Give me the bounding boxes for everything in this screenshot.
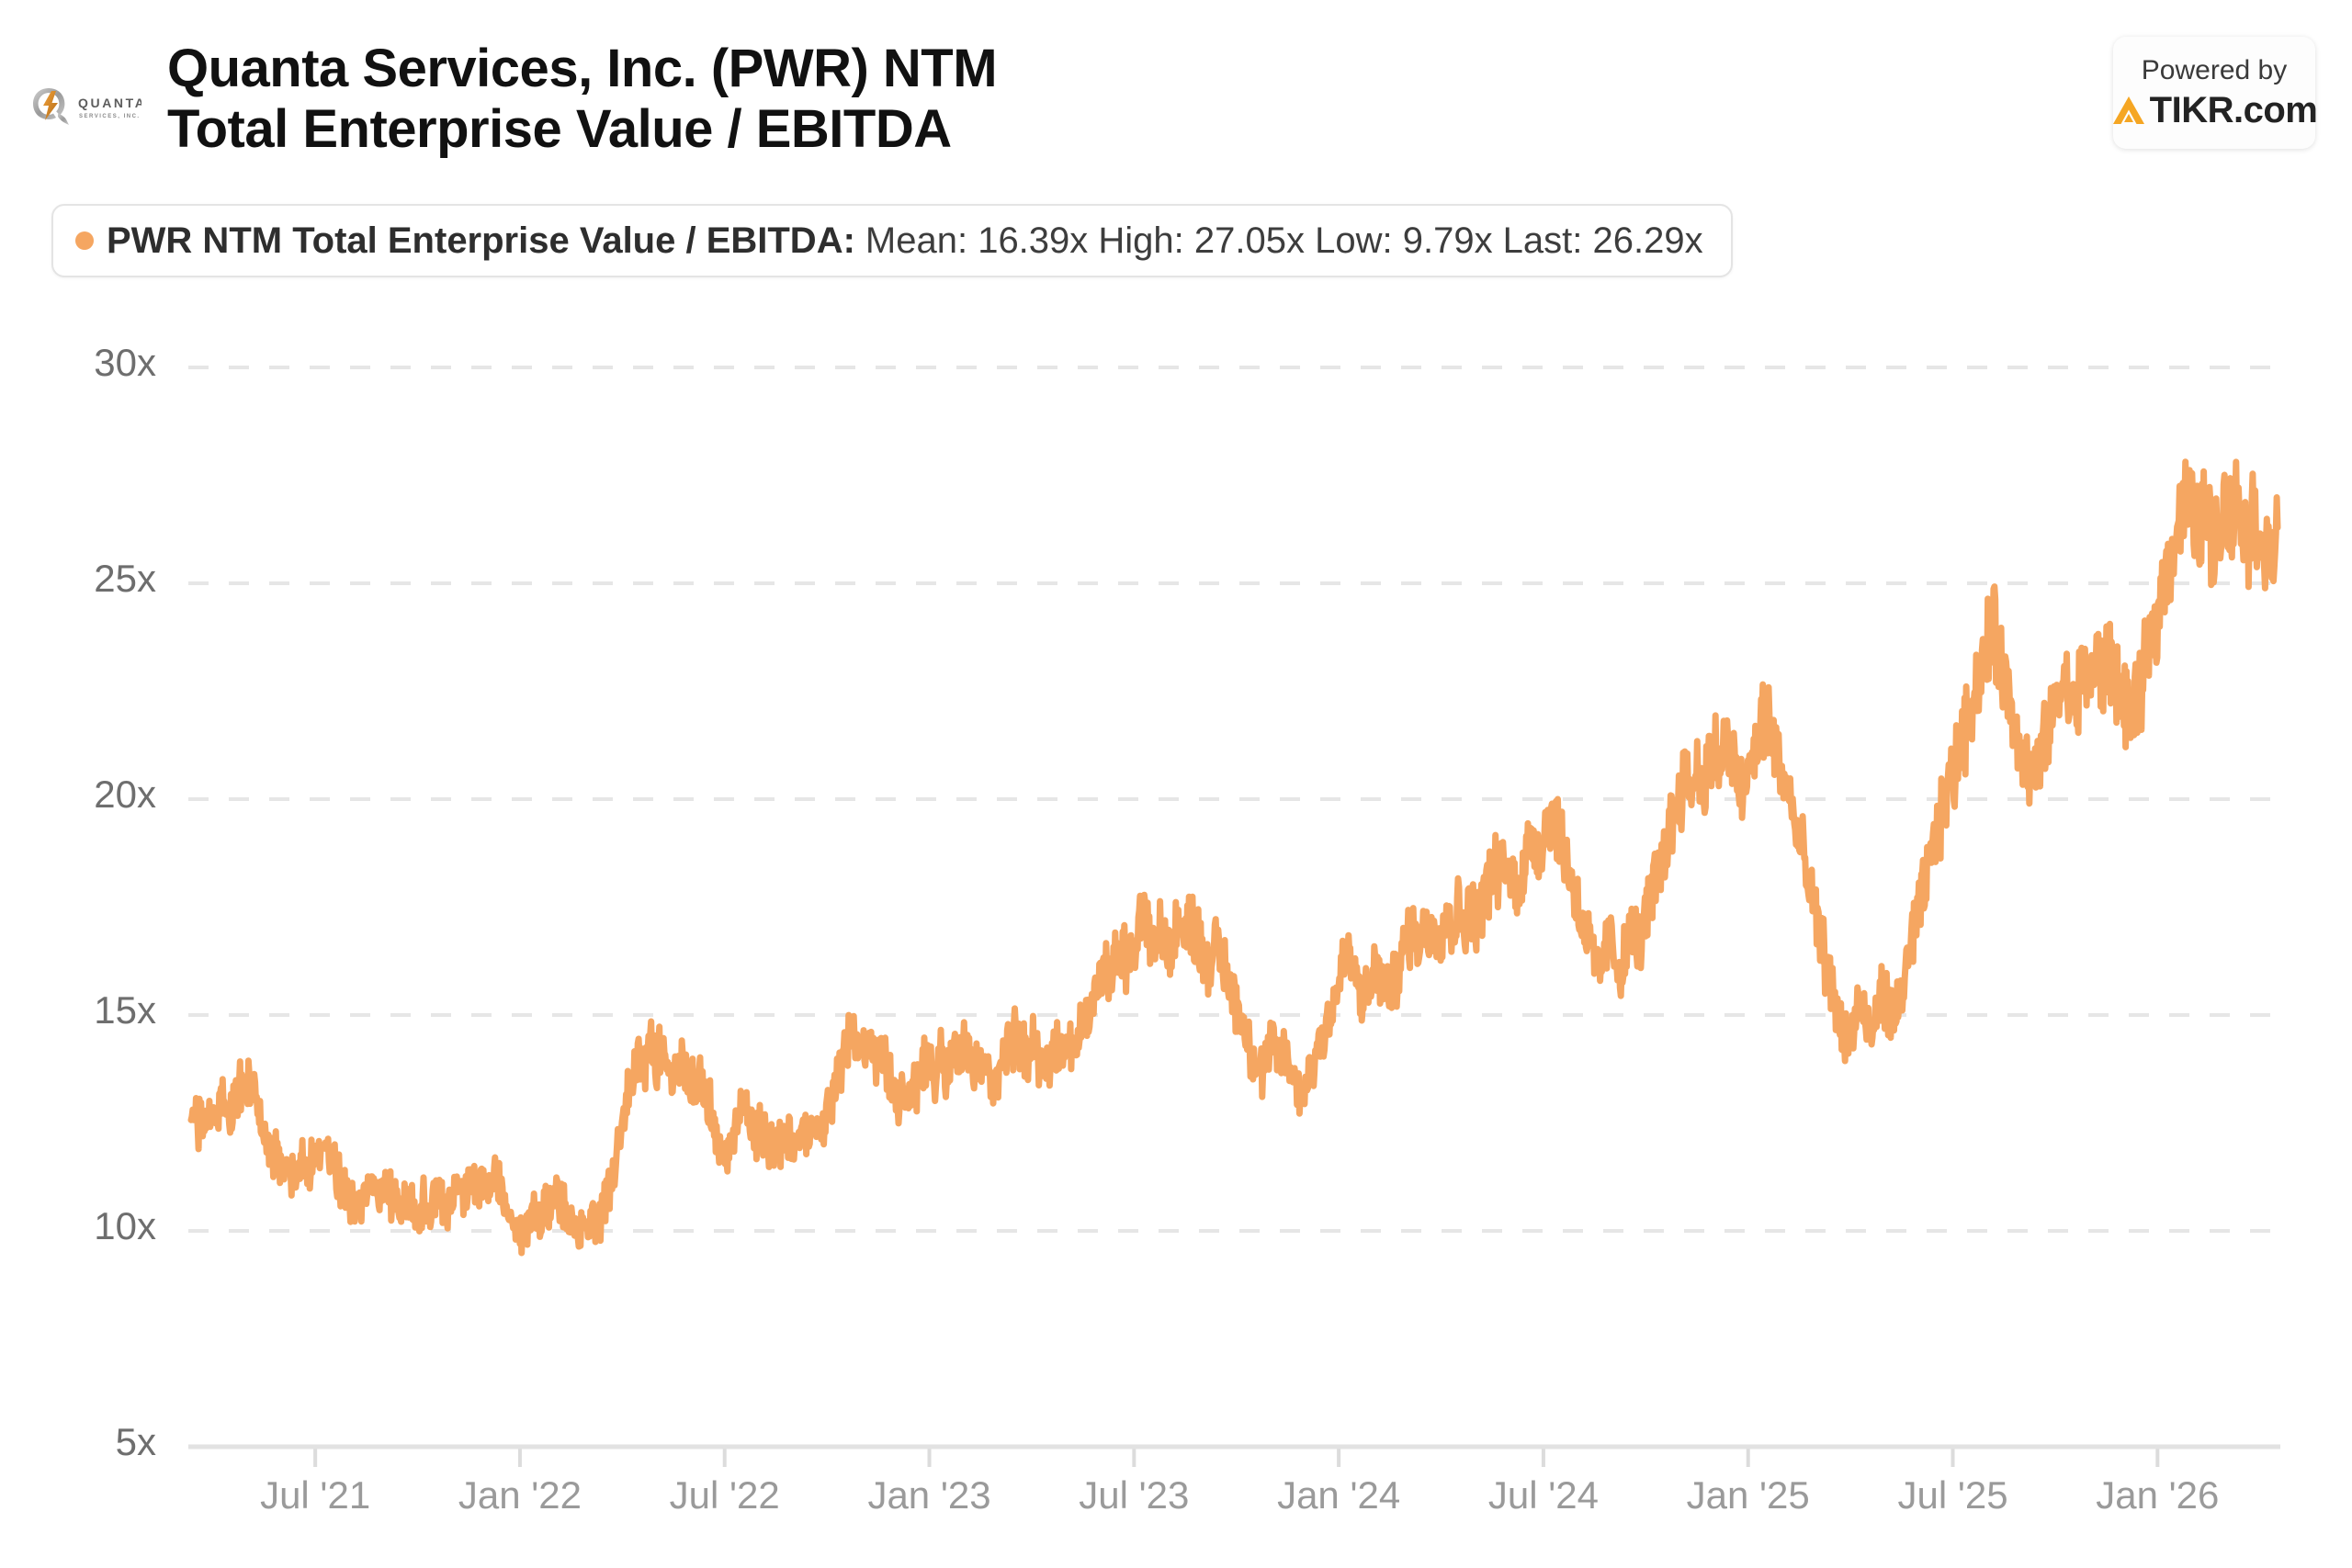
- logo-subtext: SERVICES, INC.: [79, 114, 141, 119]
- x-axis-tick-label: Jul '22: [669, 1473, 780, 1517]
- y-axis-tick-label: 20x: [94, 773, 156, 816]
- y-axis-tick-label: 10x: [94, 1204, 156, 1247]
- legend-stats-text: Mean: 16.39x High: 27.05x Low: 9.79x Las…: [865, 220, 1703, 261]
- logo-lightning-bolt: [43, 91, 58, 120]
- x-axis-ticks: [313, 1447, 2160, 1467]
- tikr-brand-name: TIKR.com: [2149, 89, 2318, 130]
- chart-header: QUANTA SERVICES, INC. Quanta Services, I…: [0, 0, 2352, 184]
- x-axis-tick-label: Jul '21: [260, 1473, 371, 1517]
- x-axis-tick-label: Jul '24: [1487, 1473, 1599, 1517]
- page-title: Quanta Services, Inc. (PWR) NTM Total En…: [167, 39, 998, 159]
- x-axis-tick-label: Jan '25: [1686, 1473, 1810, 1517]
- y-axis-tick-label: 30x: [94, 341, 156, 384]
- powered-by-label: Powered by: [2141, 54, 2288, 85]
- x-axis-tick-label: Jul '23: [1079, 1473, 1190, 1517]
- y-axis-tick-label: 25x: [94, 557, 156, 600]
- x-axis-tick-label: Jan '23: [867, 1473, 991, 1517]
- quanta-services-logo: QUANTA SERVICES, INC.: [31, 83, 144, 130]
- x-axis-tick-label: Jan '26: [2096, 1473, 2220, 1517]
- series-line-pwr-ntm-tev-ebitda: [187, 458, 2281, 1257]
- legend-color-dot: [75, 231, 94, 250]
- logo-wordmark: QUANTA: [78, 96, 141, 110]
- tikr-logo-icon: [2111, 95, 2146, 126]
- gridlines: [188, 366, 2280, 1233]
- x-axis-tick-label: Jan '22: [458, 1473, 582, 1517]
- legend-series-label: PWR NTM Total Enterprise Value / EBITDA:: [107, 220, 855, 261]
- powered-by-tikr-badge[interactable]: Powered by TIKR.com: [2111, 37, 2318, 149]
- x-axis-tick-label: Jan '24: [1277, 1473, 1401, 1517]
- y-axis-tick-label: 15x: [94, 988, 156, 1032]
- x-axis-tick-label: Jul '25: [1897, 1473, 2008, 1517]
- y-axis-tick-label: 5x: [115, 1420, 156, 1463]
- logo-q-swirl: [33, 88, 69, 125]
- chart-legend[interactable]: PWR NTM Total Enterprise Value / EBITDA:…: [51, 204, 1733, 277]
